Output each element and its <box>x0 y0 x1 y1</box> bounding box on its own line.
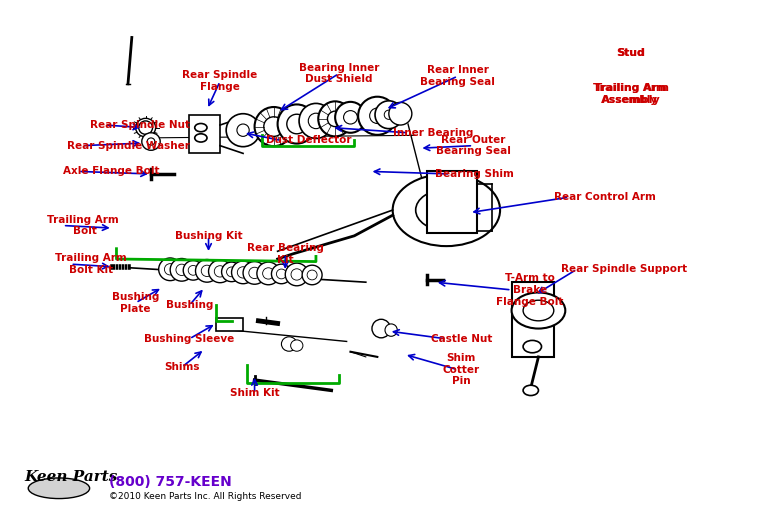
Text: ©2010 Keen Parts Inc. All Rights Reserved: ©2010 Keen Parts Inc. All Rights Reserve… <box>109 492 301 500</box>
Text: Bushing Kit: Bushing Kit <box>175 231 243 241</box>
Ellipse shape <box>201 265 213 277</box>
Ellipse shape <box>176 264 187 276</box>
Ellipse shape <box>358 97 397 135</box>
Circle shape <box>511 293 565 328</box>
Ellipse shape <box>372 319 390 338</box>
Text: Rear Spindle
Flange: Rear Spindle Flange <box>182 70 258 92</box>
Ellipse shape <box>290 340 303 351</box>
Text: Bushing
Plate: Bushing Plate <box>112 292 159 313</box>
Ellipse shape <box>249 267 260 279</box>
Text: Inner Bearing: Inner Bearing <box>393 128 473 138</box>
Text: Bearing Inner
Dust Shield: Bearing Inner Dust Shield <box>299 63 379 84</box>
Ellipse shape <box>264 117 283 136</box>
Ellipse shape <box>384 110 393 119</box>
Circle shape <box>523 340 541 353</box>
Text: Axle Flange Bolt: Axle Flange Bolt <box>63 166 159 177</box>
Circle shape <box>523 300 554 321</box>
Ellipse shape <box>291 269 303 280</box>
Text: Stud: Stud <box>617 48 644 58</box>
Ellipse shape <box>136 118 156 137</box>
Ellipse shape <box>278 105 316 143</box>
Text: Rear Control Arm: Rear Control Arm <box>554 192 656 202</box>
Ellipse shape <box>302 265 322 285</box>
Ellipse shape <box>327 111 343 126</box>
Ellipse shape <box>170 258 193 281</box>
Ellipse shape <box>299 104 333 138</box>
Ellipse shape <box>142 133 160 150</box>
Ellipse shape <box>285 263 308 286</box>
Ellipse shape <box>318 102 352 136</box>
Text: Trailing Arm
Bolt Kit: Trailing Arm Bolt Kit <box>55 253 127 275</box>
Ellipse shape <box>209 260 232 283</box>
Ellipse shape <box>139 121 152 134</box>
Ellipse shape <box>263 268 274 279</box>
Ellipse shape <box>165 264 176 275</box>
Ellipse shape <box>308 113 323 128</box>
Text: Castle Nut: Castle Nut <box>431 334 492 344</box>
Ellipse shape <box>255 107 293 146</box>
Ellipse shape <box>226 114 260 147</box>
Ellipse shape <box>237 267 249 278</box>
Ellipse shape <box>196 260 219 282</box>
Bar <box>427 171 477 233</box>
Circle shape <box>393 174 500 246</box>
Text: Shim Kit: Shim Kit <box>229 388 280 398</box>
Ellipse shape <box>214 266 226 277</box>
Ellipse shape <box>389 103 412 125</box>
Text: Rear Inner
Bearing Seal: Rear Inner Bearing Seal <box>420 65 495 87</box>
Text: Bushing Sleeve: Bushing Sleeve <box>144 334 235 344</box>
Text: Trailing Arm 
Bolt: Trailing Arm Bolt <box>48 214 122 236</box>
Ellipse shape <box>335 102 366 133</box>
Text: Bearing Shim: Bearing Shim <box>435 169 514 179</box>
Circle shape <box>195 134 207 142</box>
Text: Dust Deflector: Dust Deflector <box>266 136 352 146</box>
Text: Rear Bearing
Kit: Rear Bearing Kit <box>247 243 323 265</box>
Ellipse shape <box>257 262 280 285</box>
Text: Rear Outer
Bearing Seal: Rear Outer Bearing Seal <box>436 135 511 156</box>
Ellipse shape <box>226 267 236 277</box>
Text: Keen Parts: Keen Parts <box>25 469 118 483</box>
Ellipse shape <box>307 270 317 280</box>
Ellipse shape <box>286 114 306 134</box>
Ellipse shape <box>272 264 291 284</box>
Text: Rear Spindle Support: Rear Spindle Support <box>561 264 688 275</box>
Ellipse shape <box>237 124 249 136</box>
Text: Bushing: Bushing <box>166 300 213 310</box>
Circle shape <box>523 385 538 396</box>
Text: Rear Spindle Washer: Rear Spindle Washer <box>66 141 189 151</box>
Ellipse shape <box>281 337 296 351</box>
Text: Trailing Arm
Assembly: Trailing Arm Assembly <box>594 83 666 105</box>
Text: Trailing Arm
Assembly: Trailing Arm Assembly <box>592 83 668 105</box>
Text: T-Arm to
Brake
Flange Bolt: T-Arm to Brake Flange Bolt <box>496 274 564 307</box>
Ellipse shape <box>159 258 182 281</box>
Bar <box>189 115 220 153</box>
Ellipse shape <box>232 261 255 284</box>
Text: (800) 757-KEEN: (800) 757-KEEN <box>109 474 232 488</box>
Ellipse shape <box>370 108 385 123</box>
Ellipse shape <box>188 265 198 275</box>
Circle shape <box>416 190 477 231</box>
Ellipse shape <box>147 138 155 145</box>
Circle shape <box>195 123 207 132</box>
Text: Rear Spindle Nut: Rear Spindle Nut <box>89 120 189 130</box>
Bar <box>216 318 243 331</box>
Ellipse shape <box>222 262 242 282</box>
Ellipse shape <box>183 261 203 280</box>
Text: Shim
Cotter
Pin: Shim Cotter Pin <box>443 353 480 386</box>
Ellipse shape <box>375 101 403 128</box>
Text: Shims: Shims <box>164 362 199 372</box>
Circle shape <box>435 203 458 218</box>
Bar <box>511 282 554 357</box>
Ellipse shape <box>343 111 357 124</box>
Ellipse shape <box>28 478 89 499</box>
Ellipse shape <box>276 269 286 279</box>
Ellipse shape <box>385 324 397 336</box>
Text: Stud: Stud <box>616 48 645 58</box>
Ellipse shape <box>243 262 266 284</box>
